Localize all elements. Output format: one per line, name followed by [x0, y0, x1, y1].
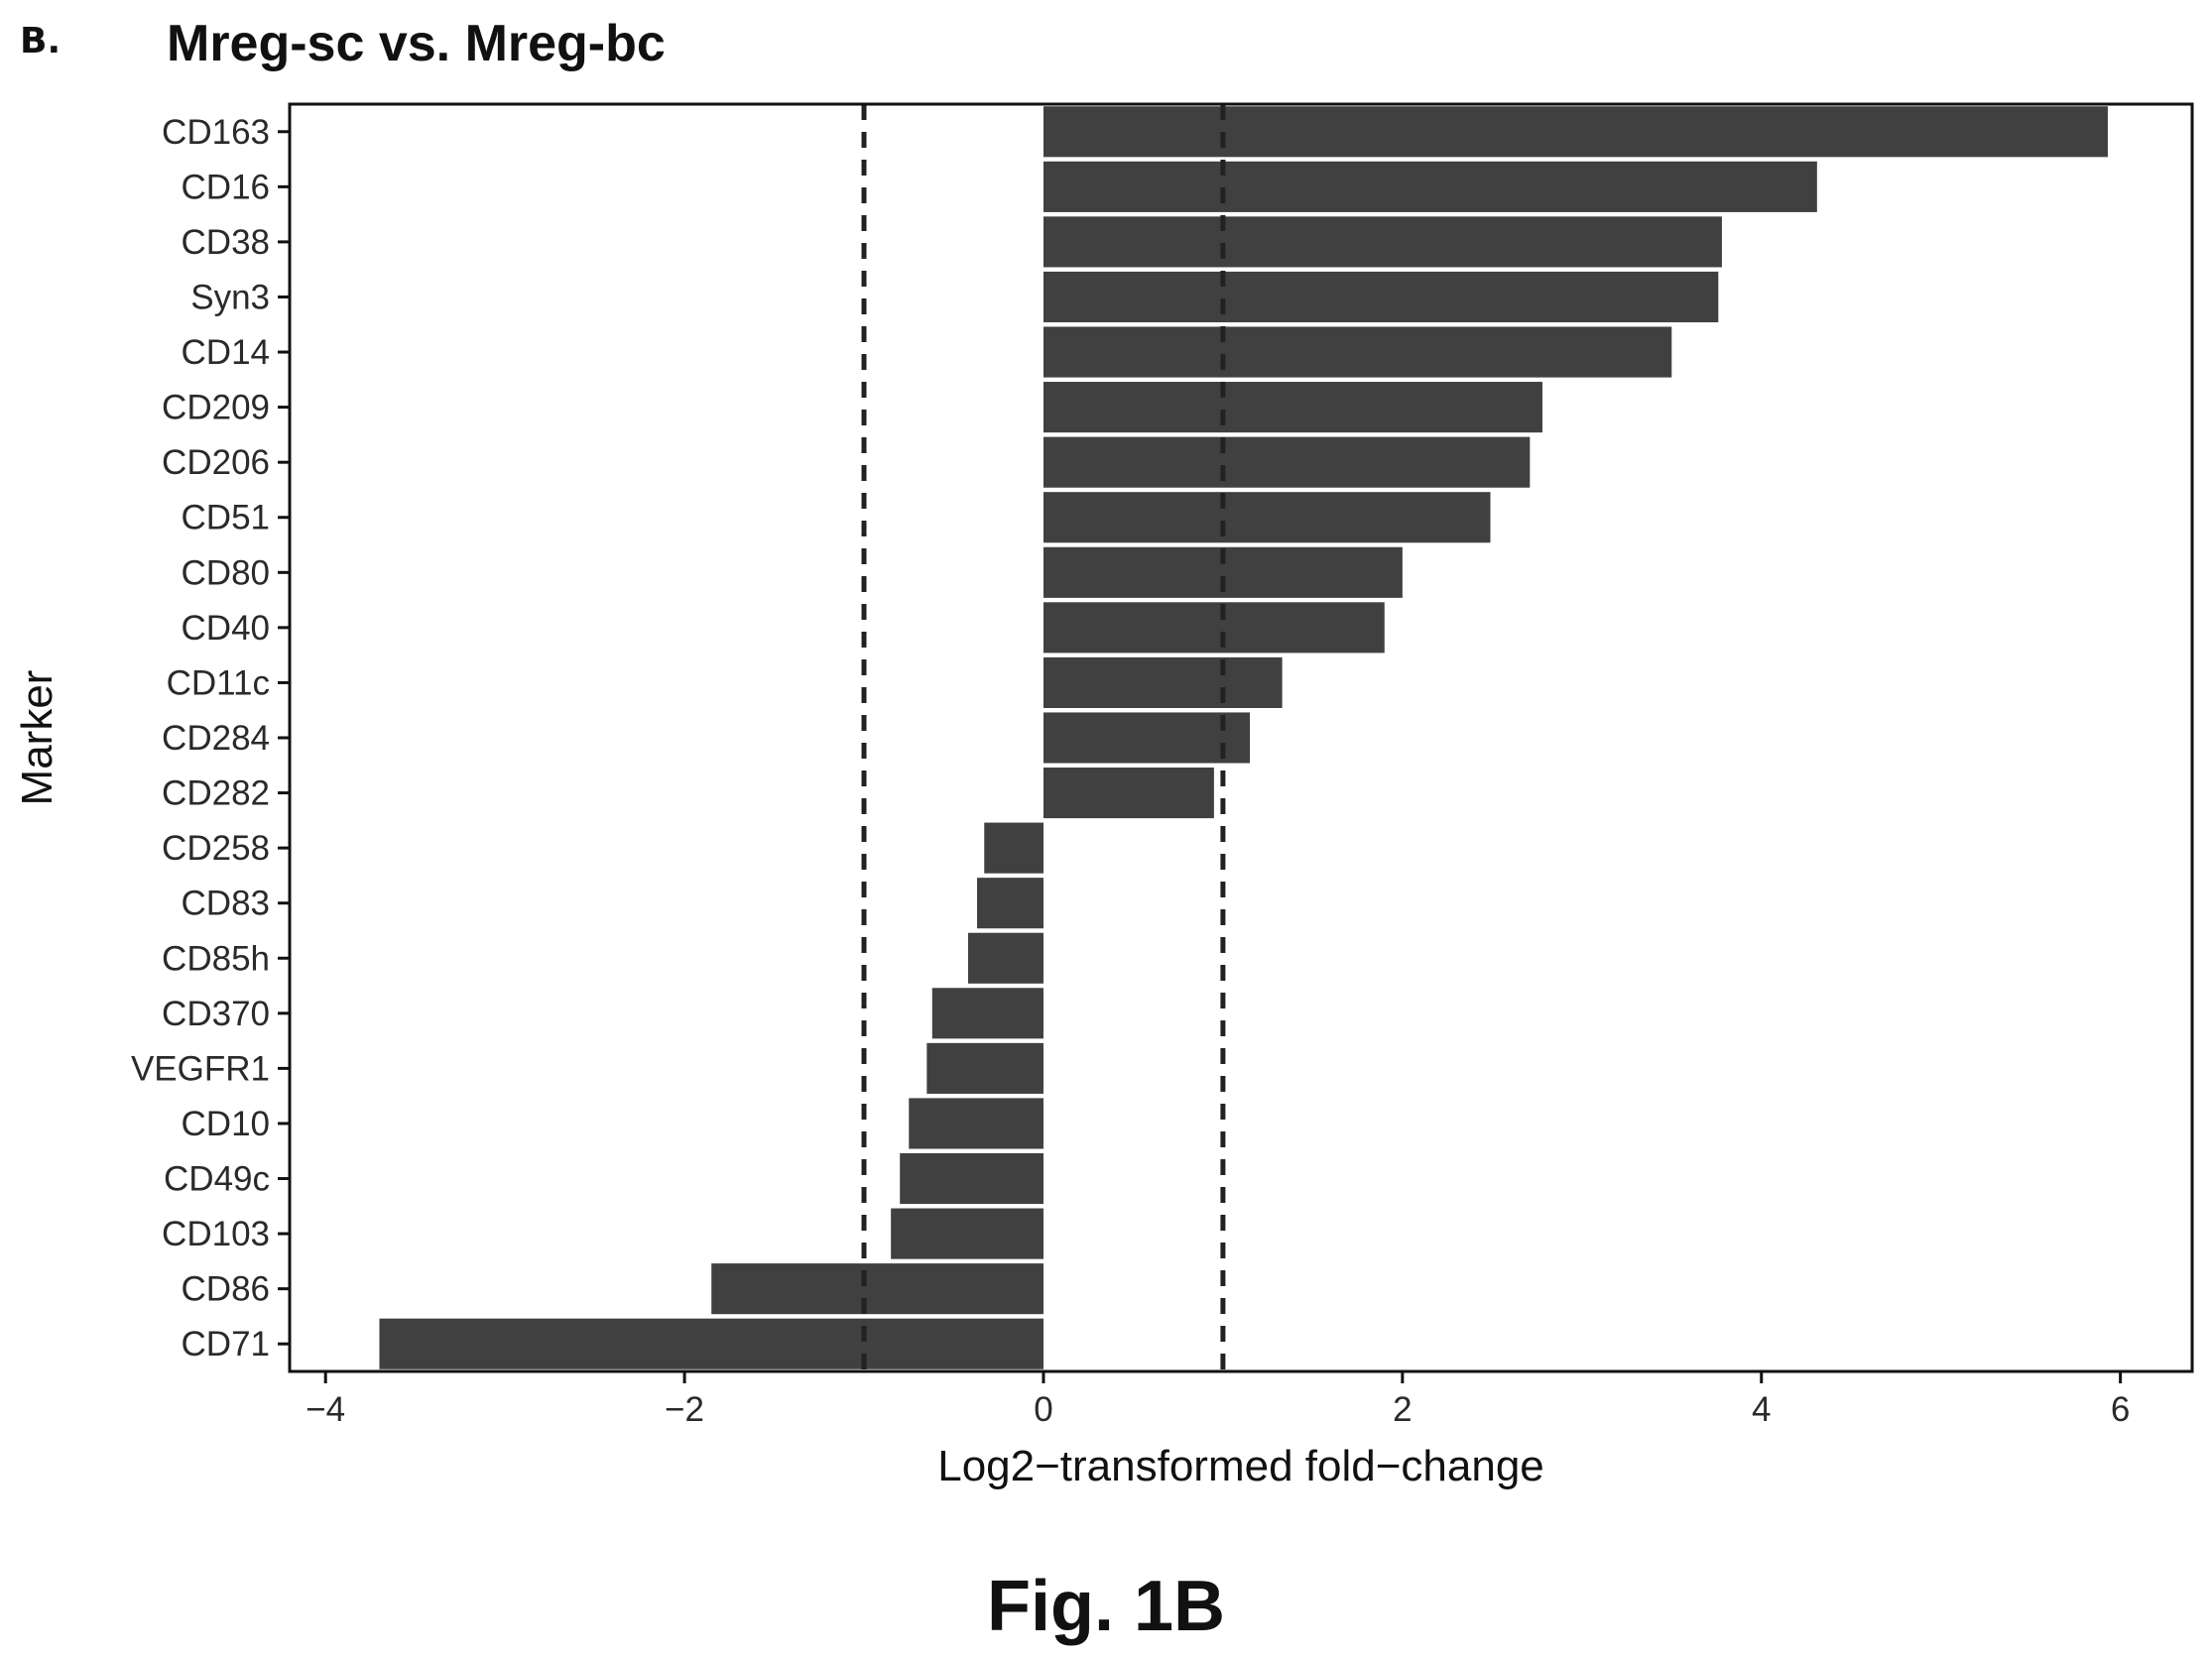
- bar-cd49c: [900, 1152, 1044, 1205]
- y-tick-label: CD163: [162, 113, 270, 152]
- bar-cd209: [1043, 382, 1542, 433]
- y-tick-label: CD282: [162, 774, 270, 813]
- bar-cd38: [1043, 216, 1722, 268]
- y-tick-label: CD71: [182, 1325, 270, 1364]
- bar-cd370: [931, 988, 1044, 1039]
- reference-lines-group: [861, 104, 1226, 1371]
- x-tick-label: −2: [665, 1390, 704, 1429]
- bar-cd282: [1043, 768, 1214, 819]
- chart-title: Mreg-sc vs. Mreg-bc: [167, 15, 666, 72]
- bar-vegfr1: [926, 1042, 1044, 1094]
- x-tick-label: 4: [1752, 1390, 1771, 1429]
- x-tick-label: 0: [1034, 1390, 1052, 1429]
- figure-caption: Fig. 1B: [986, 1567, 1225, 1646]
- bar-cd14: [1043, 326, 1672, 378]
- bar-cd51: [1043, 492, 1491, 543]
- bar-cd103: [891, 1208, 1044, 1259]
- y-tick-label: CD284: [162, 719, 270, 758]
- x-tick-label: 2: [1393, 1390, 1412, 1429]
- y-tick-label: CD370: [162, 995, 270, 1033]
- bar-cd163: [1043, 106, 2108, 158]
- x-axis-title: Log2−transformed fold−change: [937, 1442, 1544, 1490]
- x-axis: −4 −2 0 2 4 6: [306, 1371, 2130, 1429]
- bar-cd83: [977, 878, 1044, 929]
- y-tick-label: CD14: [182, 333, 270, 372]
- y-tick-label: CD258: [162, 829, 270, 868]
- bar-cd10: [909, 1098, 1044, 1149]
- bar-cd85h: [967, 932, 1044, 984]
- panel-letter: B.: [20, 21, 61, 61]
- bar-cd71: [379, 1318, 1044, 1369]
- y-tick-label: VEGFR1: [131, 1049, 270, 1088]
- y-tick-label: CD16: [182, 168, 270, 206]
- y-tick-label: CD83: [182, 885, 270, 923]
- bar-cd11c: [1043, 656, 1283, 708]
- y-axis-title: Marker: [13, 670, 61, 806]
- y-tick-label: CD51: [182, 499, 270, 537]
- x-tick-label: 6: [2111, 1390, 2130, 1429]
- y-tick-label: Syn3: [190, 278, 270, 316]
- bar-cd284: [1043, 712, 1251, 764]
- bar-syn3: [1043, 271, 1719, 323]
- y-tick-label: CD49c: [164, 1160, 270, 1199]
- y-tick-label: CD209: [162, 389, 270, 427]
- y-tick-label: CD86: [182, 1270, 270, 1309]
- bar-cd206: [1043, 436, 1531, 488]
- bar-cd86: [711, 1263, 1044, 1315]
- y-tick-label: CD103: [162, 1215, 270, 1253]
- bar-chart: CD163 CD16 CD38 Syn3 CD14 CD209 CD206 CD51 CD80 C…: [13, 102, 2194, 1490]
- bar-cd258: [984, 822, 1044, 874]
- x-tick-label: −4: [306, 1390, 345, 1429]
- bar-cd40: [1043, 602, 1385, 653]
- y-tick-label: CD80: [182, 553, 270, 592]
- y-axis: CD163 CD16 CD38 Syn3 CD14 CD209 CD206 CD51 CD80 C…: [131, 113, 290, 1364]
- bars-group: [379, 106, 2108, 1369]
- y-tick-label: CD85h: [162, 939, 270, 978]
- y-tick-label: CD40: [182, 609, 270, 648]
- y-tick-label: CD10: [182, 1105, 270, 1143]
- bar-cd16: [1043, 161, 1817, 212]
- y-tick-label: CD11c: [167, 663, 270, 702]
- y-tick-label: CD206: [162, 443, 270, 482]
- y-tick-label: CD38: [182, 223, 270, 262]
